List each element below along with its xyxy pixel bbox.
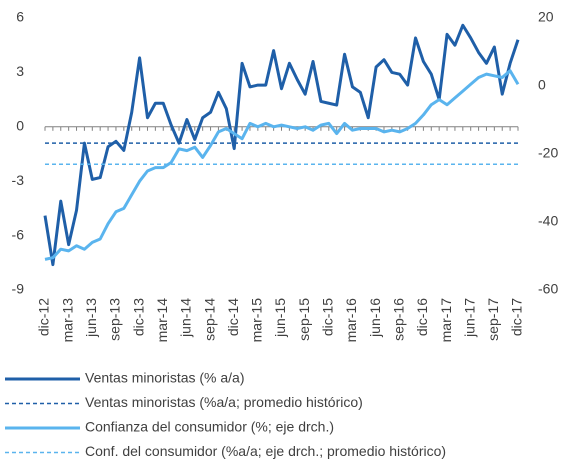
x-tick-label: dic-14 <box>225 298 241 336</box>
x-tick-label: mar-13 <box>59 298 75 343</box>
y-tick-label: -6 <box>12 226 25 242</box>
x-tick-label: jun-15 <box>272 298 288 338</box>
x-tick-label: dic-16 <box>414 298 430 336</box>
x-tick-label: mar-17 <box>438 298 454 343</box>
y-tick-label: -9 <box>12 281 25 297</box>
x-tick-label: dic-12 <box>36 298 52 336</box>
x-tick-label: dic-17 <box>509 298 525 336</box>
y-tick-label: 6 <box>16 9 24 25</box>
y2-tick-label: -20 <box>538 145 558 161</box>
x-tick-label: mar-14 <box>154 298 170 343</box>
x-tick-label: dic-15 <box>320 298 336 336</box>
x-tick-label: jun-14 <box>178 298 194 338</box>
legend-label: Ventas minoristas (% a/a) <box>85 370 245 386</box>
series-line <box>44 69 520 261</box>
legend-label: Confianza del consumidor (%; eje drch.) <box>85 419 334 435</box>
x-tick-label: sep-15 <box>296 298 312 341</box>
x-tick-label: mar-16 <box>343 298 359 343</box>
x-tick-label: jun-16 <box>367 298 383 338</box>
x-tick-label: sep-14 <box>201 298 217 341</box>
y2-tick-label: 20 <box>538 9 554 25</box>
y2-tick-label: 0 <box>538 77 546 93</box>
x-tick-label: dic-13 <box>130 298 146 336</box>
x-tick-label: sep-13 <box>107 298 123 341</box>
x-tick-label: sep-17 <box>485 298 501 341</box>
x-tick-label: jun-13 <box>83 298 99 338</box>
legend-label: Conf. del consumidor (%a/a; eje drch.; p… <box>85 443 446 459</box>
y2-tick-label: -40 <box>538 213 558 229</box>
x-tick-label: mar-15 <box>249 298 265 343</box>
y2-tick-label: -60 <box>538 281 558 297</box>
x-tick-label: sep-16 <box>390 298 406 341</box>
x-tick-label: jun-17 <box>461 298 477 338</box>
series-line <box>43 23 520 267</box>
y-tick-label: 0 <box>16 118 24 134</box>
legend-label: Ventas minoristas (%a/a; promedio histór… <box>85 394 363 410</box>
y-tick-label: -3 <box>12 172 25 188</box>
y-tick-label: 3 <box>16 63 24 79</box>
